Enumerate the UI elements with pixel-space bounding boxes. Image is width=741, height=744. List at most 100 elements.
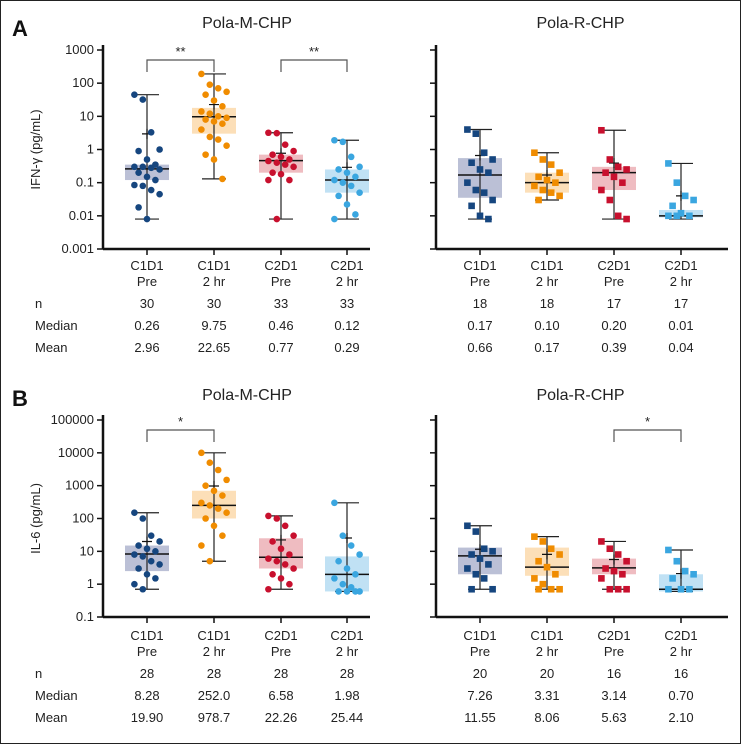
data-point	[352, 211, 359, 218]
x-tick-label: C2D1	[330, 628, 363, 643]
data-point	[219, 103, 226, 110]
y-tick-label: 100	[72, 511, 94, 526]
data-point	[347, 542, 355, 549]
data-point	[202, 116, 209, 123]
table-cell: 30	[207, 296, 221, 311]
data-point	[476, 166, 484, 173]
data-point	[206, 133, 214, 141]
data-point	[156, 538, 163, 545]
data-point	[286, 156, 293, 163]
y-tick-label: 0.1	[76, 609, 94, 624]
data-point	[547, 545, 555, 553]
x-tick-label: C2D1	[264, 628, 297, 643]
data-point	[223, 142, 230, 150]
data-point	[335, 557, 342, 565]
significance-bracket	[146, 59, 215, 72]
data-point	[206, 557, 214, 565]
x-tick-label: Pre	[470, 274, 490, 289]
x-tick-label: Pre	[271, 644, 291, 659]
data-point	[152, 548, 159, 555]
mean-marker	[609, 158, 619, 169]
data-point	[210, 118, 218, 125]
y-tick-label: 100	[72, 75, 94, 90]
x-tick-label: C2D1	[597, 628, 630, 643]
data-point	[623, 166, 630, 173]
data-point	[673, 212, 681, 220]
data-point	[619, 570, 626, 578]
data-point	[147, 532, 155, 539]
data-point	[143, 156, 151, 163]
data-point	[598, 575, 605, 582]
data-point	[686, 212, 693, 220]
data-point	[665, 546, 672, 554]
data-point	[202, 91, 209, 98]
x-tick-label: C1D1	[197, 628, 230, 643]
y-tick-label: 10000	[58, 445, 94, 460]
data-point	[265, 512, 272, 520]
y-tick-label: 100000	[51, 412, 94, 427]
table-cell: 25.44	[331, 710, 364, 725]
data-point	[214, 113, 222, 120]
data-point	[464, 522, 471, 530]
data-point	[531, 533, 538, 540]
significance-bracket	[613, 429, 682, 442]
table-cell: 33	[274, 296, 288, 311]
table-row-label: Median	[35, 318, 78, 333]
data-point	[356, 163, 363, 171]
table-cell: 17	[607, 296, 621, 311]
table-cell: 20	[473, 666, 487, 681]
significance-label: **	[309, 44, 319, 59]
x-tick-label: 2 hr	[336, 274, 359, 289]
data-point	[623, 215, 630, 223]
data-point	[198, 449, 205, 457]
data-point	[265, 129, 272, 137]
y-tick-label: 1000	[65, 478, 94, 493]
x-tick-label: C1D1	[130, 258, 163, 273]
data-point	[214, 466, 222, 474]
data-point	[335, 166, 342, 173]
data-point	[286, 176, 293, 184]
data-point	[219, 492, 226, 499]
data-point	[265, 585, 272, 593]
x-tick-label: 2 hr	[670, 274, 693, 289]
x-tick-label: C2D1	[597, 258, 630, 273]
data-point	[210, 487, 218, 495]
data-point	[210, 522, 218, 530]
data-point	[614, 163, 622, 171]
data-point	[552, 570, 559, 578]
data-point	[139, 553, 147, 560]
table-cell: 0.77	[268, 340, 293, 355]
x-tick-label: C1D1	[197, 258, 230, 273]
data-point	[535, 585, 542, 593]
table-cell: 30	[140, 296, 154, 311]
data-point	[489, 548, 496, 555]
data-point	[669, 575, 676, 582]
data-point	[206, 81, 214, 88]
x-tick-label: 2 hr	[203, 274, 226, 289]
data-point	[135, 542, 142, 549]
plot-title: Pola-R-CHP	[536, 387, 624, 404]
data-point	[539, 156, 547, 163]
y-tick-label: 0.01	[69, 208, 94, 223]
plot-b-pola-m-chp: Pola-M-CHP 0.1 1 10 100 1000 10000 100000 IL-6 (…	[28, 387, 370, 725]
data-point	[552, 179, 559, 186]
table-cell: 2.96	[134, 340, 159, 355]
panel-label-b: B	[12, 386, 28, 411]
data-point	[677, 209, 685, 217]
data-point	[202, 515, 209, 522]
data-point	[614, 212, 622, 220]
x-tick-label: Pre	[137, 644, 157, 659]
data-point	[468, 585, 475, 593]
data-point	[131, 163, 138, 171]
data-point	[547, 585, 555, 593]
data-point	[223, 476, 230, 484]
data-point	[677, 585, 685, 593]
mean-marker	[609, 554, 619, 565]
data-point	[273, 159, 281, 166]
data-point	[480, 189, 488, 196]
